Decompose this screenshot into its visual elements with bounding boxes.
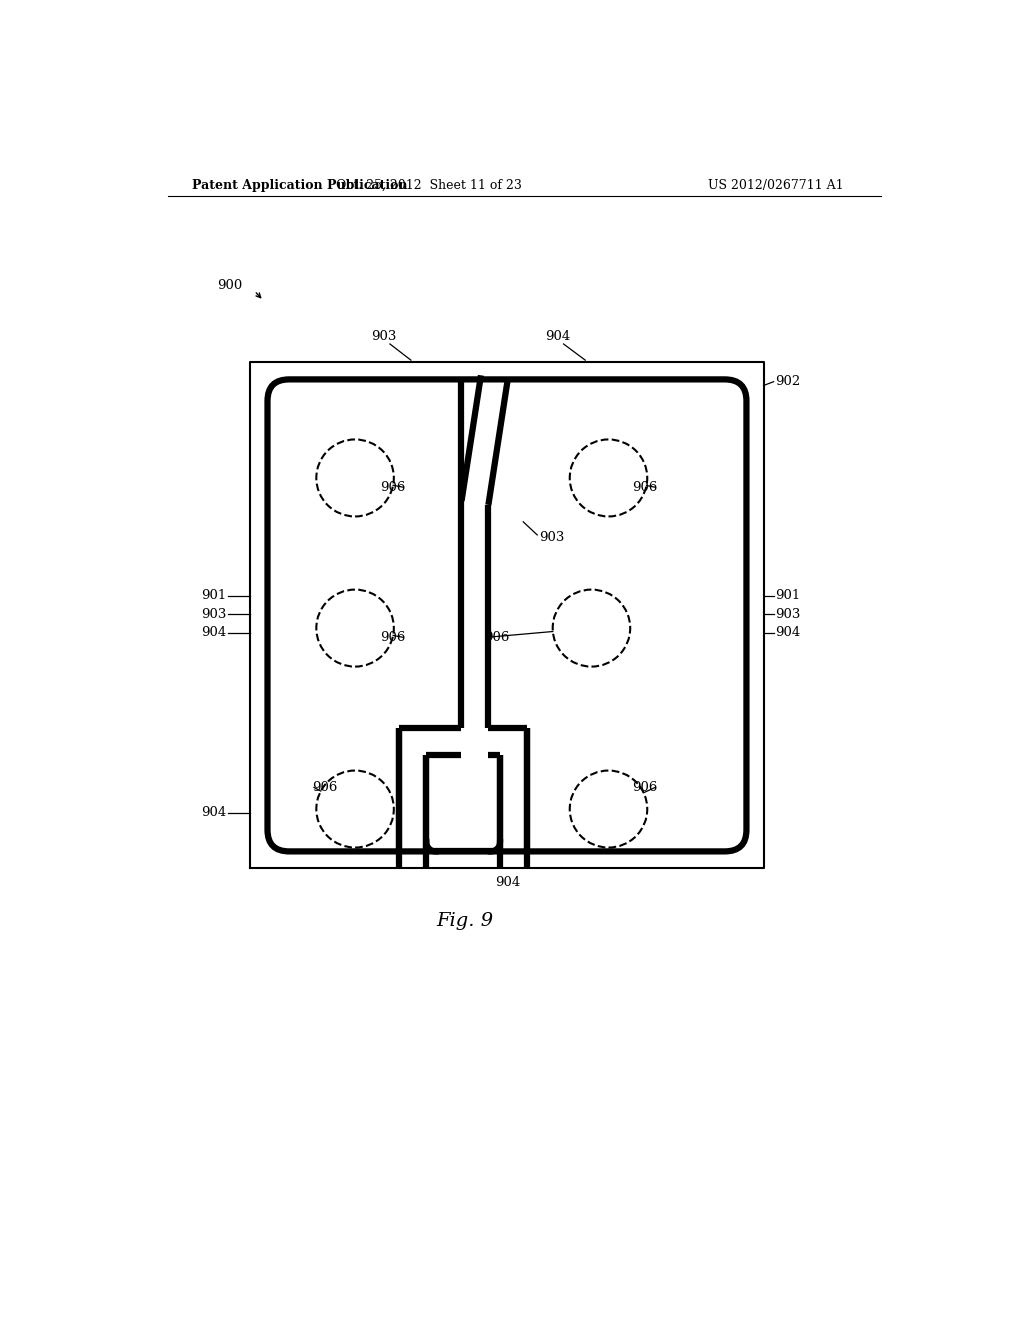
Text: US 2012/0267711 A1: US 2012/0267711 A1 [708,178,844,191]
Text: Oct. 25, 2012  Sheet 11 of 23: Oct. 25, 2012 Sheet 11 of 23 [336,178,521,191]
Text: 906: 906 [632,480,657,494]
Text: 904: 904 [775,626,801,639]
Text: 906: 906 [380,480,406,494]
Text: 906: 906 [380,631,406,644]
Text: 906: 906 [311,781,337,795]
Text: 902: 902 [775,375,801,388]
Text: 904: 904 [201,626,226,639]
Text: Fig. 9: Fig. 9 [436,912,494,929]
Text: 901: 901 [201,589,226,602]
Text: 904: 904 [546,330,570,343]
Text: 901: 901 [775,589,801,602]
Text: 906: 906 [632,781,657,795]
Text: Patent Application Publication: Patent Application Publication [191,178,408,191]
Text: 903: 903 [201,607,226,620]
Text: 904: 904 [201,807,226,820]
Text: 900: 900 [217,279,243,292]
Text: 906: 906 [484,631,510,644]
Text: 904: 904 [496,875,520,888]
Text: 903: 903 [371,330,396,343]
Text: 903: 903 [539,531,564,544]
Text: 903: 903 [775,607,801,620]
